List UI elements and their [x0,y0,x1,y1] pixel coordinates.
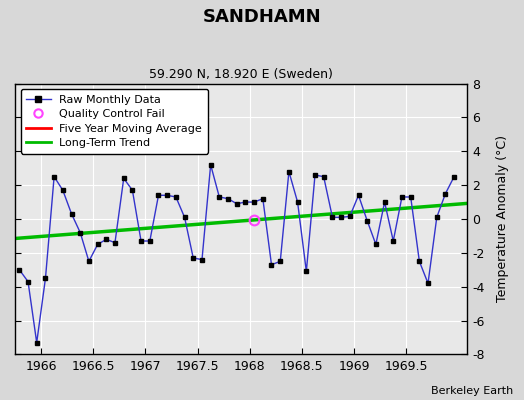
Text: Berkeley Earth: Berkeley Earth [431,386,514,396]
Y-axis label: Temperature Anomaly (°C): Temperature Anomaly (°C) [496,136,509,302]
Text: SANDHAMN: SANDHAMN [203,8,321,26]
Title: 59.290 N, 18.920 E (Sweden): 59.290 N, 18.920 E (Sweden) [149,68,333,81]
Legend: Raw Monthly Data, Quality Control Fail, Five Year Moving Average, Long-Term Tren: Raw Monthly Data, Quality Control Fail, … [20,89,208,154]
